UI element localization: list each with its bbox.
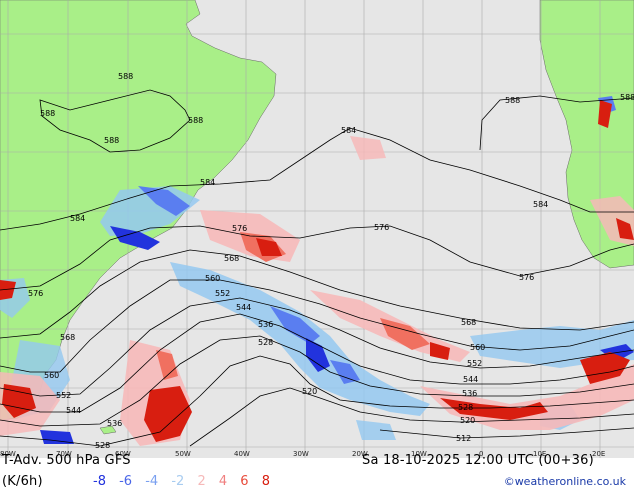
- contour-label: 520: [302, 387, 317, 396]
- legend-value: -8: [93, 474, 106, 489]
- contour-label: 584: [341, 126, 356, 135]
- contour-label: 536: [107, 419, 122, 428]
- warm-advection-strong: [580, 352, 630, 384]
- cold-advection-strong: [306, 338, 330, 372]
- contour-label: 544: [236, 303, 251, 312]
- contour-label: 576: [28, 289, 43, 298]
- contour-label: 552: [56, 391, 71, 400]
- contour-label: 588: [104, 136, 119, 145]
- lon-label: 30W: [293, 450, 309, 458]
- contour-label: 560: [470, 343, 485, 352]
- contour-536: [0, 335, 634, 427]
- contour-label: 544: [66, 406, 81, 415]
- legend-value: 4: [218, 474, 228, 489]
- warm-advection-strong: [256, 238, 282, 256]
- contour-label: 576: [232, 224, 247, 233]
- legend-value: -2: [171, 474, 185, 489]
- lon-label: 20W: [352, 450, 368, 458]
- contour-label: 520: [460, 416, 475, 425]
- contour-588-atl: [479, 95, 634, 151]
- warm-advection-strong: [440, 398, 548, 420]
- contour-label: 576: [374, 223, 389, 232]
- contour-label-group: 588 588 588 588 588 588 584 584 584 584 …: [28, 72, 634, 450]
- warm-advection-strong: [0, 280, 16, 300]
- contour-576: [0, 225, 634, 291]
- contour-label: 588: [40, 109, 55, 118]
- contour-label: 544: [463, 375, 478, 384]
- warm-advection-light: [350, 136, 386, 160]
- cold-advection-light: [170, 262, 430, 416]
- cold-advection-strong: [110, 226, 160, 250]
- lon-label: 40W: [234, 450, 250, 458]
- contour-label: 552: [215, 289, 230, 298]
- legend-value: 8: [261, 474, 270, 489]
- lon-label: 70W: [56, 450, 72, 458]
- lon-label: 80W: [0, 450, 16, 458]
- contour-568: [0, 249, 634, 339]
- lon-label: 60W: [115, 450, 131, 458]
- contour-label: 584: [200, 178, 215, 187]
- contour-label: 512: [456, 434, 471, 443]
- contour-label: 588: [620, 93, 634, 102]
- warm-advection-strong: [156, 350, 178, 380]
- cold-advection-light: [356, 420, 396, 440]
- legend-value: -6: [119, 474, 133, 489]
- legend-value: 6: [240, 474, 249, 489]
- cold-advection-strong: [270, 306, 320, 344]
- longitude-labels: 80W 70W 60W 50W 40W 30W 20W 10W 0 10E 20…: [0, 450, 605, 458]
- lon-label: 10E: [533, 450, 546, 458]
- contour-512: [379, 427, 634, 439]
- contour-label: 568: [60, 333, 75, 342]
- contour-label: 552: [467, 359, 482, 368]
- legend-value: -4: [145, 474, 159, 489]
- units-label: (K/6h): [2, 474, 43, 489]
- contour-label: 584: [533, 200, 548, 209]
- contour-560: [0, 279, 634, 373]
- lon-label: 50W: [175, 450, 191, 458]
- warm-advection-strong: [430, 342, 450, 360]
- contour-label: 560: [205, 274, 220, 283]
- cold-advection-strong: [330, 360, 360, 384]
- contour-label: 588: [505, 96, 520, 105]
- contour-label: 528: [95, 441, 110, 450]
- contour-label: 536: [258, 320, 273, 329]
- warm-advection-strong: [598, 100, 612, 128]
- run-datetime: Sa 18-10-2025 12:00 UTC (00+36): [362, 453, 594, 468]
- cold-advection-strong: [600, 344, 634, 362]
- lon-label: 10W: [411, 450, 427, 458]
- contour-584: [0, 127, 634, 231]
- contour-528: [0, 355, 634, 447]
- legend-value: 2: [197, 474, 206, 489]
- warm-advection-strong: [616, 218, 634, 240]
- contour-label: 588: [118, 72, 133, 81]
- credit-link[interactable]: ©weatheronline.co.uk: [503, 475, 626, 488]
- cold-advection-strong: [40, 430, 74, 444]
- contour-label: 588: [188, 116, 203, 125]
- contour-label: 560: [44, 371, 59, 380]
- contour-label: 528: [258, 338, 273, 347]
- contour-520: [189, 387, 634, 447]
- contour-label: 528: [458, 403, 473, 412]
- contour-label: 576: [519, 273, 534, 282]
- contour-label: 584: [70, 214, 85, 223]
- cold-advection-strong: [138, 186, 190, 216]
- contour-label: 568: [461, 318, 476, 327]
- contour-label: 568: [224, 254, 239, 263]
- lon-label: 0: [479, 450, 483, 458]
- legend: -8 -6 -4 -2 2 4 6 8: [93, 474, 279, 489]
- map-title: T-Adv. 500 hPa GFS: [2, 453, 131, 468]
- contour-544: [0, 313, 634, 413]
- contour-label: 536: [462, 389, 477, 398]
- geopotential-contours: [0, 89, 634, 447]
- contour-552: [0, 297, 634, 397]
- contour-588-sa: [39, 89, 191, 153]
- warm-advection-strong: [380, 318, 430, 350]
- falkland-islands: [99, 425, 117, 435]
- warm-advection-strong: [144, 386, 192, 442]
- lon-label: 20E: [592, 450, 605, 458]
